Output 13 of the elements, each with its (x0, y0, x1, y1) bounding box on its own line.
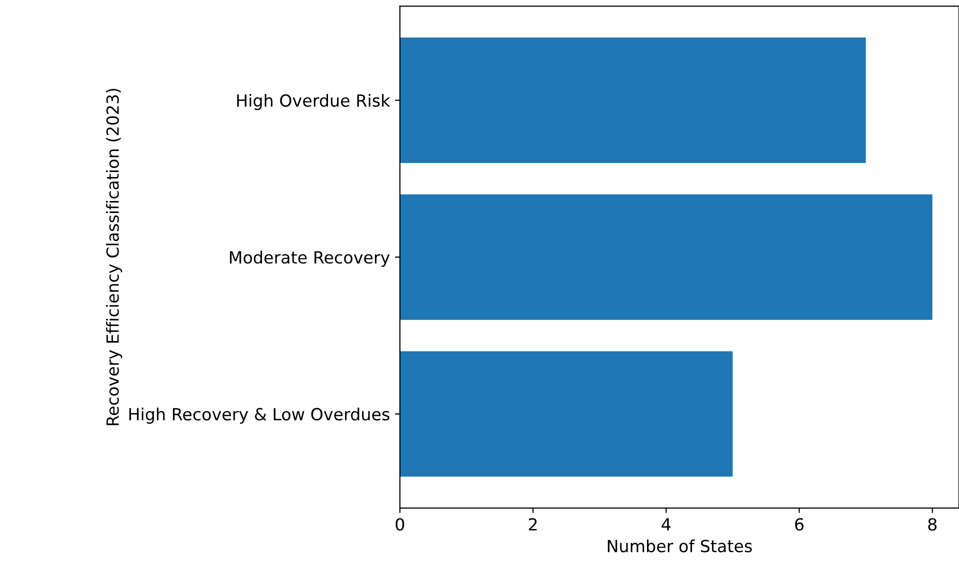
x-tick-label: 0 (396, 518, 404, 531)
x-tick-label: 4 (662, 518, 671, 530)
x-tick-label: 8 (928, 518, 937, 531)
y-axis-title: Recovery Efficiency Classification (2023) (106, 88, 122, 426)
x-tick-label: 6 (795, 518, 804, 531)
y-tick-label: High Overdue Risk (237, 94, 390, 110)
x-tick-label: 2 (528, 518, 537, 530)
y-tick-label: High Recovery & Low Overdues (129, 408, 390, 424)
bar (400, 38, 866, 164)
bar (400, 194, 932, 320)
x-axis-title: Number of States (608, 539, 752, 552)
bar (400, 351, 733, 477)
y-tick-label: Moderate Recovery (230, 250, 390, 267)
